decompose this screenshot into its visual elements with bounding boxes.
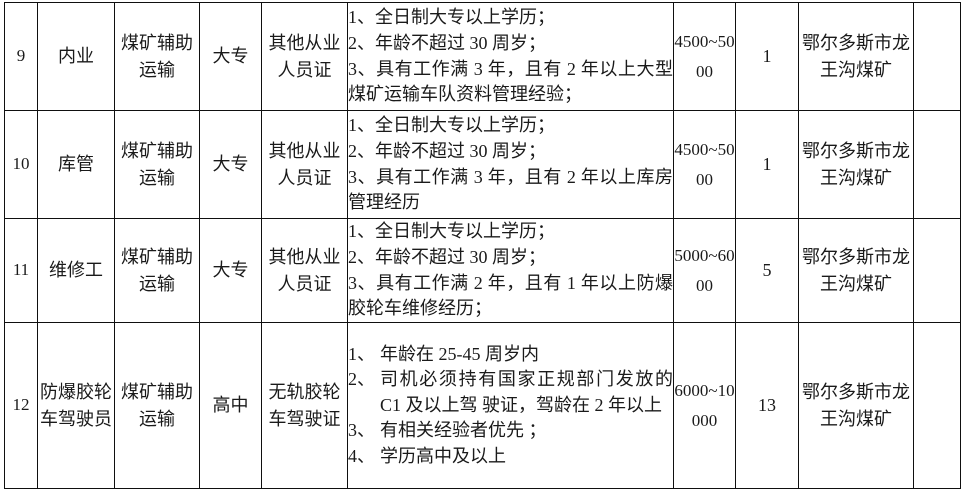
requirement-item: 1、全日制大专以上学历； <box>348 5 673 31</box>
requirement-item: 3、具有工作满 3 年，且有 2 年以上库房管理经历 <box>348 165 673 216</box>
cell-post: 维修工 <box>37 218 115 323</box>
requirement-number: 2、 <box>348 369 375 390</box>
requirement-item: 1、全日制大专以上学历； <box>348 219 673 245</box>
requirement-item: 3、 有相关经验者优先 ； <box>348 418 673 444</box>
cell-department: 煤矿辅助运输 <box>114 2 200 111</box>
cell-department: 煤矿辅助运输 <box>114 110 200 219</box>
cell-certificate: 无轨胶轮车驾驶证 <box>261 322 348 489</box>
table-row: 10 库管 煤矿辅助运输 大专 其他从业人员证 1、全日制大专以上学历； 2、年龄不超过 3… <box>4 110 961 219</box>
requirement-number: 3、 <box>348 58 377 79</box>
table-row: 9 内业 煤矿辅助运输 大专 其他从业人员证 1、全日制大专以上学历； 2、年龄不超过 30… <box>4 2 961 111</box>
requirement-number: 2、 <box>348 32 375 53</box>
requirement-number: 3、 <box>348 420 375 441</box>
requirement-text: 全日制大专以上学历； <box>375 7 555 28</box>
requirement-list: 1、全日制大专以上学历； 2、年龄不超过 30 周岁； 3、具有工作满 3 年，且有… <box>348 5 673 107</box>
requirement-item: 3、具有工作满 2 年，且有 1 年以上防爆胶轮车维修经历； <box>348 271 673 322</box>
cell-index: 10 <box>4 110 38 219</box>
requirement-text: 全日制大专以上学历； <box>375 221 555 242</box>
cell-department: 煤矿辅助运输 <box>114 322 200 489</box>
cell-education: 大专 <box>199 2 262 111</box>
cell-post: 内业 <box>37 2 115 111</box>
requirement-text: 具有工作满 3 年，且有 2 年以上大型煤矿运输车队资料管理经验； <box>348 58 674 105</box>
cell-post: 防爆胶轮车驾驶员 <box>37 322 115 489</box>
requirement-item: 2、年龄不超过 30 周岁； <box>348 245 673 271</box>
cell-extra <box>913 218 961 323</box>
requirement-item: 2、 司机必须持有国家正规部门发放的 C1 及以上驾 驶证，驾龄在 2 年以上 <box>348 367 673 418</box>
requirement-item: 2、年龄不超过 30 周岁； <box>348 31 673 57</box>
requirement-item: 2、年龄不超过 30 周岁； <box>348 139 673 165</box>
cell-education: 大专 <box>199 218 262 323</box>
requirement-text: 司机必须持有国家正规部门发放的 C1 及以上驾 驶证，驾龄在 2 年以上 <box>380 369 673 415</box>
requirement-text: 有相关经验者优先 ； <box>380 420 547 441</box>
cell-salary: 5000~6000 <box>673 218 736 323</box>
cell-unit: 鄂尔多斯市龙王沟煤矿 <box>798 218 914 323</box>
requirement-number: 1、 <box>348 343 375 364</box>
requirement-text: 年龄不超过 30 周岁； <box>375 246 546 267</box>
recruitment-table: 9 内业 煤矿辅助运输 大专 其他从业人员证 1、全日制大专以上学历； 2、年龄不超过 30… <box>4 2 961 489</box>
requirement-number: 1、 <box>348 115 375 136</box>
cell-count: 5 <box>735 218 799 323</box>
cell-certificate: 其他从业人员证 <box>261 110 348 219</box>
cell-unit: 鄂尔多斯市龙王沟煤矿 <box>798 2 914 111</box>
requirement-number: 3、 <box>348 166 377 187</box>
requirement-text: 全日制大专以上学历； <box>375 115 555 136</box>
requirement-item: 3、具有工作满 3 年，且有 2 年以上大型煤矿运输车队资料管理经验； <box>348 57 673 108</box>
requirement-list: 1、 年龄在 25-45 周岁内 2、 司机必须持有国家正规部门发放的 C1 及以上驾… <box>348 342 673 470</box>
cell-salary: 4500~5000 <box>673 110 736 219</box>
cell-unit: 鄂尔多斯市龙王沟煤矿 <box>798 110 914 219</box>
cell-salary: 6000~10000 <box>673 322 736 489</box>
cell-salary: 4500~5000 <box>673 2 736 111</box>
requirement-number: 1、 <box>348 7 375 28</box>
requirement-text: 年龄在 25-45 周岁内 <box>380 343 539 364</box>
requirement-number: 4、 <box>348 445 375 466</box>
cell-extra <box>913 322 961 489</box>
cell-requirements: 1、全日制大专以上学历； 2、年龄不超过 30 周岁； 3、具有工作满 2 年，且有… <box>347 218 674 323</box>
requirement-text: 具有工作满 2 年，且有 1 年以上防爆胶轮车维修经历； <box>348 272 674 319</box>
cell-count: 1 <box>735 2 799 111</box>
cell-index: 9 <box>4 2 38 111</box>
requirement-text: 具有工作满 3 年，且有 2 年以上库房管理经历 <box>348 166 674 213</box>
cell-certificate: 其他从业人员证 <box>261 218 348 323</box>
cell-count: 13 <box>735 322 799 489</box>
cell-requirements: 1、 年龄在 25-45 周岁内 2、 司机必须持有国家正规部门发放的 C1 及以上驾… <box>347 322 674 489</box>
requirement-number: 2、 <box>348 246 375 267</box>
requirement-text: 学历高中及以上 <box>380 445 506 466</box>
requirement-number: 1、 <box>348 221 375 242</box>
cell-unit: 鄂尔多斯市龙王沟煤矿 <box>798 322 914 489</box>
requirement-list: 1、全日制大专以上学历； 2、年龄不超过 30 周岁； 3、具有工作满 2 年，且有… <box>348 219 673 321</box>
requirement-number: 3、 <box>348 272 377 293</box>
requirement-number: 2、 <box>348 140 375 161</box>
requirement-list: 1、全日制大专以上学历； 2、年龄不超过 30 周岁； 3、具有工作满 3 年，且有… <box>348 113 673 215</box>
requirement-item: 4、 学历高中及以上 <box>348 444 673 470</box>
cell-education: 高中 <box>199 322 262 489</box>
cell-extra <box>913 110 961 219</box>
cell-department: 煤矿辅助运输 <box>114 218 200 323</box>
cell-index: 12 <box>4 322 38 489</box>
requirement-text: 年龄不超过 30 周岁； <box>375 140 546 161</box>
requirement-item: 1、全日制大专以上学历； <box>348 113 673 139</box>
cell-post: 库管 <box>37 110 115 219</box>
requirement-text: 年龄不超过 30 周岁； <box>375 32 546 53</box>
cell-extra <box>913 2 961 111</box>
cell-certificate: 其他从业人员证 <box>261 2 348 111</box>
table-row: 12 防爆胶轮车驾驶员 煤矿辅助运输 高中 无轨胶轮车驾驶证 1、 年龄在 25-45 周岁… <box>4 322 961 489</box>
cell-requirements: 1、全日制大专以上学历； 2、年龄不超过 30 周岁； 3、具有工作满 3 年，且有… <box>347 2 674 111</box>
cell-index: 11 <box>4 218 38 323</box>
cell-count: 1 <box>735 110 799 219</box>
requirement-item: 1、 年龄在 25-45 周岁内 <box>348 342 673 368</box>
cell-education: 大专 <box>199 110 262 219</box>
table-row: 11 维修工 煤矿辅助运输 大专 其他从业人员证 1、全日制大专以上学历； 2、年龄不超过 … <box>4 218 961 323</box>
cell-requirements: 1、全日制大专以上学历； 2、年龄不超过 30 周岁； 3、具有工作满 3 年，且有… <box>347 110 674 219</box>
table-body: 9 内业 煤矿辅助运输 大专 其他从业人员证 1、全日制大专以上学历； 2、年龄不超过 30… <box>4 2 961 489</box>
